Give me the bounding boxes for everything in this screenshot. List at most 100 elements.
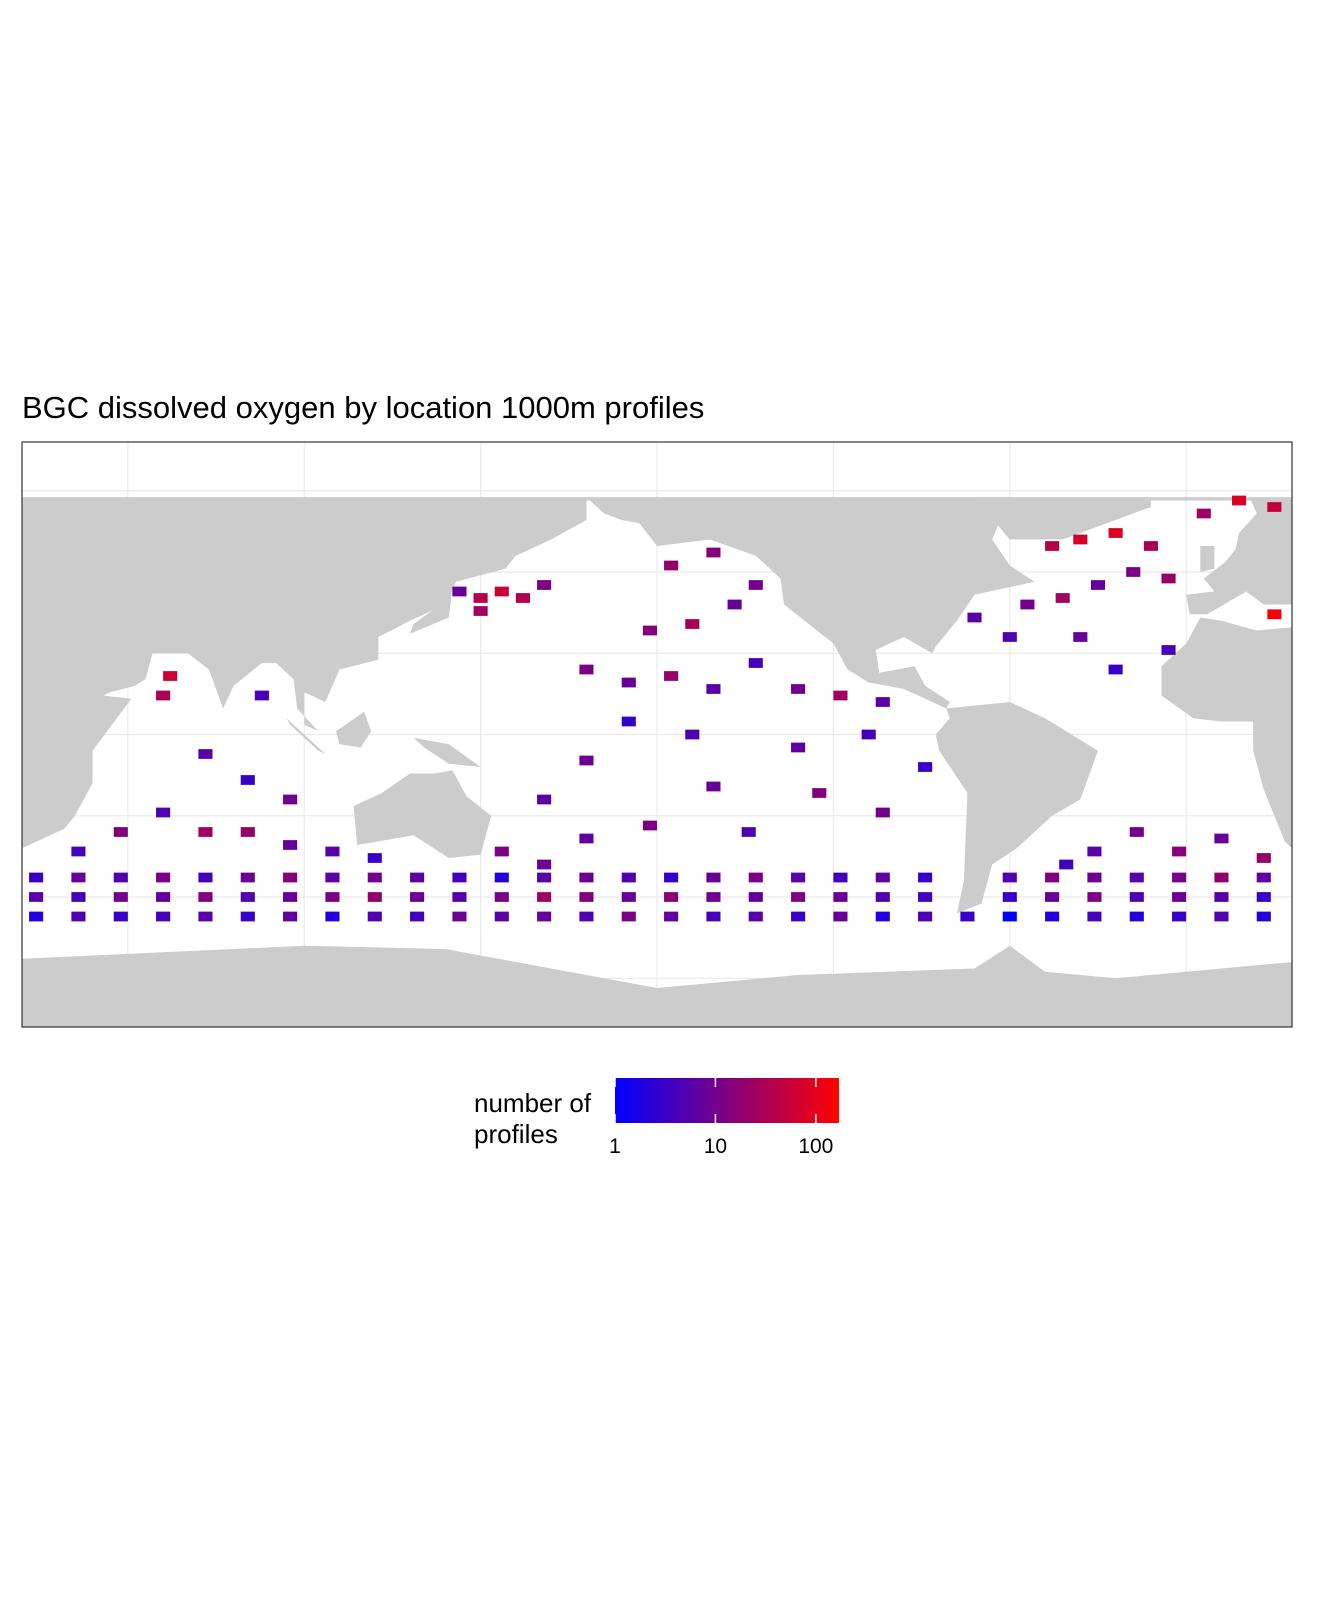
cell <box>1196 508 1211 519</box>
cell <box>706 872 721 883</box>
legend-tick-label: 10 <box>704 1135 727 1158</box>
cell <box>1059 859 1074 870</box>
cell <box>1087 872 1102 883</box>
cell <box>748 911 763 922</box>
cell <box>452 586 467 597</box>
cell <box>918 892 933 902</box>
cell <box>71 846 86 857</box>
legend-tick-label: 100 <box>798 1135 833 1158</box>
cell <box>367 853 382 863</box>
cell <box>198 892 213 902</box>
cell <box>685 729 700 740</box>
cell <box>706 911 721 922</box>
cell <box>410 872 425 883</box>
cell <box>833 872 848 883</box>
land-mass <box>1186 497 1292 615</box>
land-mass <box>413 737 481 767</box>
cell <box>748 892 763 902</box>
cell <box>579 755 594 766</box>
cell <box>664 560 679 571</box>
cell <box>283 840 298 850</box>
cell <box>1129 911 1144 922</box>
cell <box>664 671 679 681</box>
cell <box>918 872 933 883</box>
cell <box>537 794 552 805</box>
cell <box>29 892 44 902</box>
cell <box>791 872 806 883</box>
cell <box>29 872 44 883</box>
cell <box>748 872 763 883</box>
cell <box>812 788 827 798</box>
cell <box>113 827 128 837</box>
cell <box>642 820 657 831</box>
cell <box>1256 892 1271 902</box>
cell <box>748 658 763 668</box>
cell <box>1087 892 1102 902</box>
cell <box>918 911 933 922</box>
cell <box>875 892 890 902</box>
cell <box>748 580 763 590</box>
land-mass <box>353 770 492 858</box>
cell <box>664 911 679 922</box>
cell <box>1002 872 1017 883</box>
cell <box>685 619 700 629</box>
cell <box>1055 593 1070 603</box>
cell <box>325 911 340 922</box>
cell <box>452 872 467 883</box>
legend: 1 10 100 <box>609 1078 833 1158</box>
cell <box>410 911 425 922</box>
land-mass <box>410 588 453 634</box>
land-mass <box>22 497 1292 501</box>
cell <box>240 892 255 902</box>
cell <box>452 892 467 902</box>
cell <box>29 911 44 922</box>
cell <box>1214 833 1229 844</box>
cell <box>1108 664 1123 675</box>
cell <box>325 846 340 857</box>
cell <box>664 872 679 883</box>
cell <box>791 892 806 902</box>
land-mass <box>935 702 1098 914</box>
cell <box>1161 645 1176 655</box>
cell <box>156 892 171 902</box>
cell <box>727 599 742 610</box>
land-mass <box>335 711 372 748</box>
cell <box>163 671 178 681</box>
cell <box>1172 911 1187 922</box>
cell <box>325 872 340 883</box>
cell <box>579 892 594 902</box>
cell <box>833 911 848 922</box>
cell <box>918 762 933 772</box>
cell <box>254 690 269 701</box>
cell <box>579 911 594 922</box>
cell <box>537 859 552 870</box>
cell <box>410 892 425 902</box>
cell <box>1129 872 1144 883</box>
cell <box>1126 567 1141 577</box>
cell <box>833 690 848 701</box>
cell <box>1256 872 1271 883</box>
cell <box>1232 495 1247 506</box>
cell <box>741 827 756 837</box>
land-mass <box>22 497 587 849</box>
cell <box>621 892 636 902</box>
cell <box>71 872 86 883</box>
cell <box>537 892 552 902</box>
cell <box>1267 609 1282 620</box>
cell <box>1172 892 1187 902</box>
cell <box>494 892 509 902</box>
cell <box>861 729 876 740</box>
cell <box>283 794 298 805</box>
cell <box>240 911 255 922</box>
cell <box>198 827 213 837</box>
cell <box>240 872 255 883</box>
cell <box>1045 911 1060 922</box>
legend-title: number of profiles <box>474 1088 592 1149</box>
cells <box>29 495 1282 922</box>
cell <box>706 547 721 558</box>
cell <box>452 911 467 922</box>
cell <box>706 684 721 694</box>
cell <box>875 872 890 883</box>
cell <box>113 911 128 922</box>
